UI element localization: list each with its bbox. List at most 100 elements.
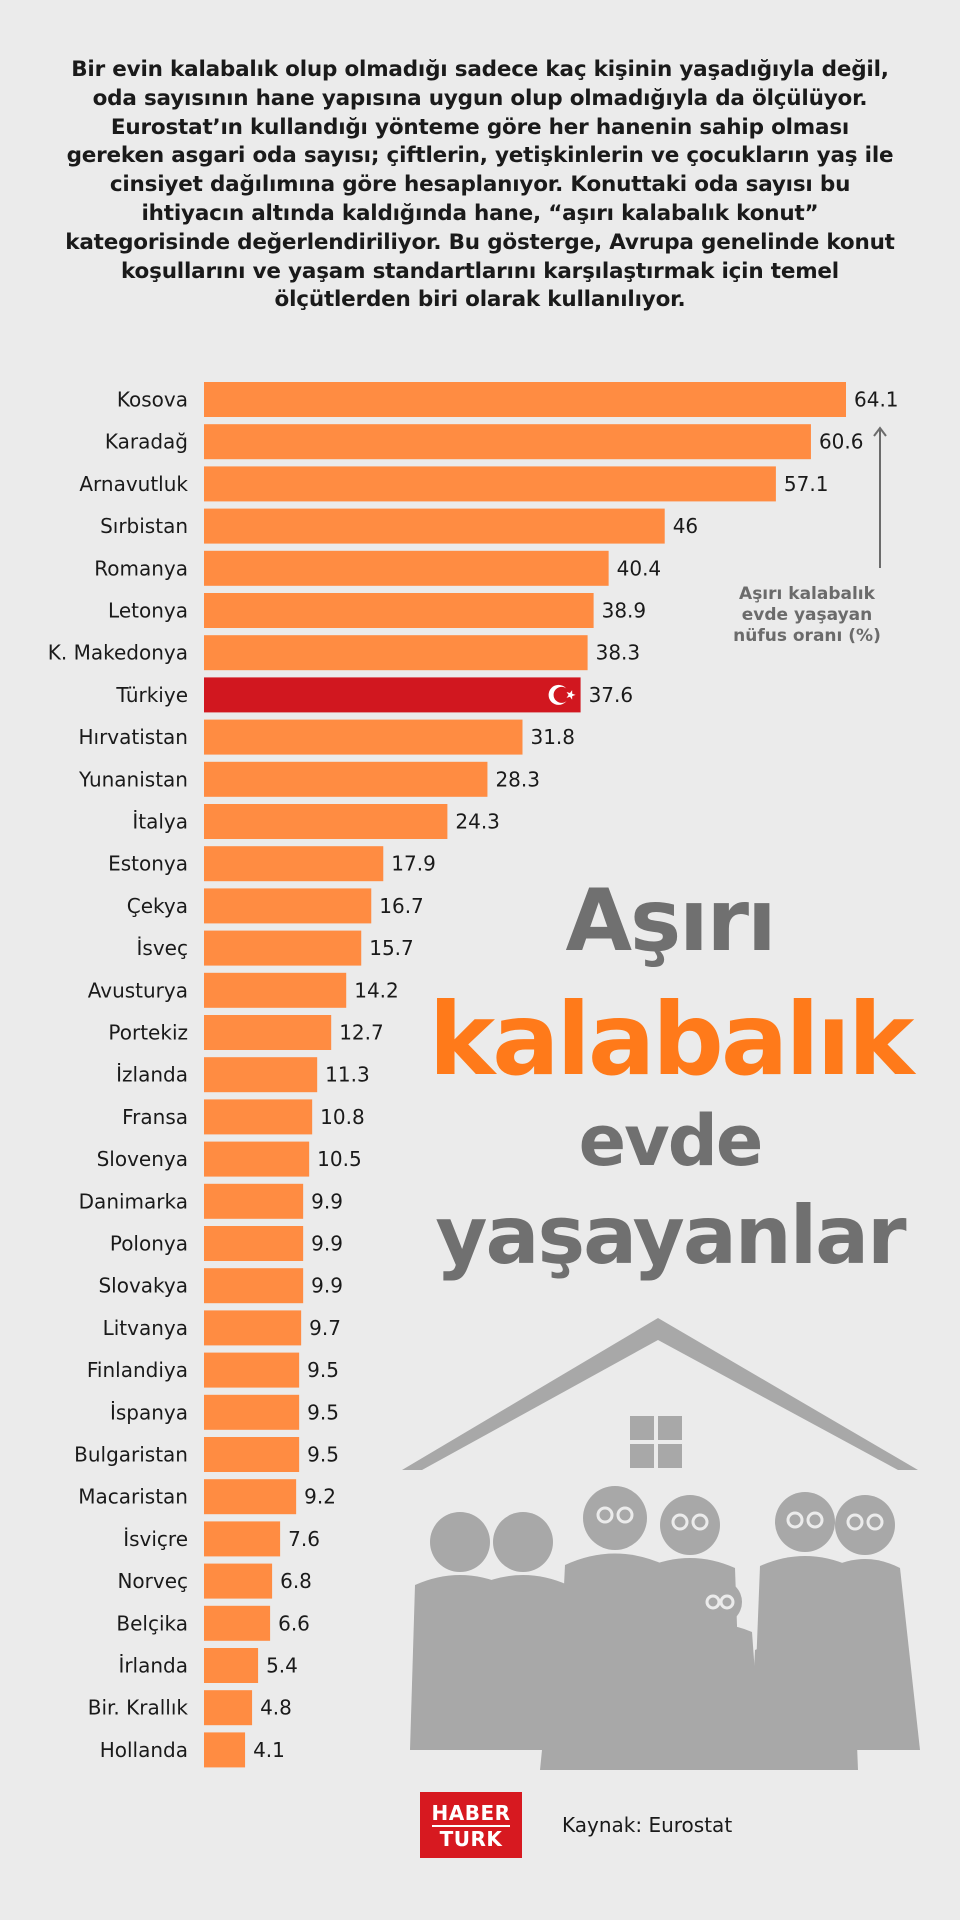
value-label: 38.3 <box>596 641 641 665</box>
bar <box>204 1099 313 1135</box>
value-label: 12.7 <box>339 1021 384 1045</box>
bar <box>204 719 523 755</box>
bar-chart: Kosova 64.1 Karadağ 60.6 Arnavutluk 57.1 Sırbi… <box>48 382 899 1768</box>
bar <box>204 424 811 460</box>
value-label: 7.6 <box>288 1527 320 1551</box>
category-label: Slovakya <box>98 1274 188 1298</box>
value-label: 9.9 <box>311 1189 343 1213</box>
bar <box>204 972 347 1008</box>
turkish-flag-icon <box>548 684 576 705</box>
haberturk-logo: HABER TURK <box>420 1792 522 1858</box>
category-label: Slovenya <box>97 1147 188 1171</box>
value-label: 9.5 <box>307 1358 339 1382</box>
bar <box>204 846 384 882</box>
bar <box>204 888 372 924</box>
bar <box>204 635 588 671</box>
value-label: 9.5 <box>307 1443 339 1467</box>
category-label: Türkiye <box>115 683 188 707</box>
category-label: İsviçre <box>123 1527 188 1551</box>
window-icon <box>630 1416 682 1468</box>
value-label: 60.6 <box>819 430 864 454</box>
bar <box>204 1310 302 1346</box>
category-label: İsveç <box>137 936 188 960</box>
glasses-details <box>596 1506 884 1610</box>
logo-line-1: HABER <box>431 1801 511 1825</box>
title-line-4: yaşayanlar <box>435 1189 906 1282</box>
value-label: 46 <box>673 514 698 538</box>
bar <box>204 1563 273 1599</box>
value-label: 57.1 <box>784 472 829 496</box>
value-label: 10.8 <box>320 1105 365 1129</box>
value-label: 31.8 <box>530 725 575 749</box>
bar <box>204 761 488 797</box>
value-label: 38.9 <box>602 599 647 623</box>
bar <box>204 1648 259 1683</box>
unit-label: Aşırı kalabalık evde yaşayan nüfus oranı… <box>733 584 881 646</box>
category-label: Karadağ <box>105 430 188 454</box>
category-label: Macaristan <box>78 1485 188 1509</box>
category-label: Sırbistan <box>100 514 188 538</box>
value-label: 9.5 <box>307 1400 339 1424</box>
category-label: Arnavutluk <box>79 472 188 496</box>
value-label: 5.4 <box>266 1654 298 1678</box>
value-label: 6.6 <box>278 1611 310 1635</box>
bar <box>204 930 362 966</box>
bar <box>204 1268 304 1304</box>
bar <box>204 1057 318 1093</box>
intro-paragraph: Bir evin kalabalık olup olmadığı sadece … <box>65 57 895 313</box>
bar <box>204 508 665 544</box>
value-label: 28.3 <box>495 767 540 791</box>
category-label: Hollanda <box>100 1738 188 1762</box>
category-label: Fransa <box>122 1105 188 1129</box>
category-label: İrlanda <box>118 1654 188 1678</box>
category-label: Portekiz <box>108 1021 188 1045</box>
bar <box>204 1141 310 1177</box>
value-label: 10.5 <box>317 1147 362 1171</box>
value-label: 9.9 <box>311 1274 343 1298</box>
bar <box>204 1226 304 1261</box>
title-line-2: kalabalık <box>428 981 915 1098</box>
bar <box>204 1394 300 1430</box>
value-label: 9.9 <box>311 1232 343 1256</box>
bar <box>204 1690 253 1726</box>
source-label: Kaynak: Eurostat <box>562 1813 733 1837</box>
family-house-illustration <box>402 1318 920 1770</box>
category-label: Estonya <box>108 852 188 876</box>
category-label: Bulgaristan <box>74 1443 188 1467</box>
value-label: 6.8 <box>280 1569 312 1593</box>
category-label: Finlandiya <box>87 1358 188 1382</box>
bar <box>204 593 594 628</box>
unit-arrow-icon <box>873 426 887 568</box>
value-label: 64.1 <box>854 388 899 412</box>
logo-divider <box>432 1825 510 1827</box>
bar <box>204 804 448 839</box>
value-label: 17.9 <box>391 852 436 876</box>
category-label: Litvanya <box>103 1316 188 1340</box>
category-label: Çekya <box>127 894 188 918</box>
bar <box>204 466 776 502</box>
value-label: 15.7 <box>369 936 414 960</box>
value-label: 37.6 <box>589 683 634 707</box>
category-label: Hırvatistan <box>78 725 188 749</box>
category-label: İzlanda <box>116 1063 188 1087</box>
category-label: Yunanistan <box>78 767 188 791</box>
category-label: Polonya <box>110 1232 188 1256</box>
value-label: 9.2 <box>304 1485 336 1509</box>
category-label: Letonya <box>108 599 188 623</box>
bar <box>204 1479 297 1515</box>
family-icon <box>410 1486 920 1770</box>
category-label: Norveç <box>117 1569 188 1593</box>
bar <box>204 382 846 417</box>
category-label: Danimarka <box>79 1189 188 1213</box>
value-label: 4.1 <box>253 1738 285 1762</box>
category-label: K. Makedonya <box>48 641 188 665</box>
bar <box>204 1352 300 1388</box>
bar <box>204 1437 300 1472</box>
logo-line-2: TURK <box>439 1827 503 1851</box>
category-label: Avusturya <box>88 978 188 1002</box>
value-label: 16.7 <box>379 894 424 918</box>
category-label: Bir. Krallık <box>88 1696 189 1720</box>
category-label: Romanya <box>94 556 188 580</box>
value-label: 11.3 <box>325 1063 370 1087</box>
title-line-3: evde <box>578 1100 764 1182</box>
